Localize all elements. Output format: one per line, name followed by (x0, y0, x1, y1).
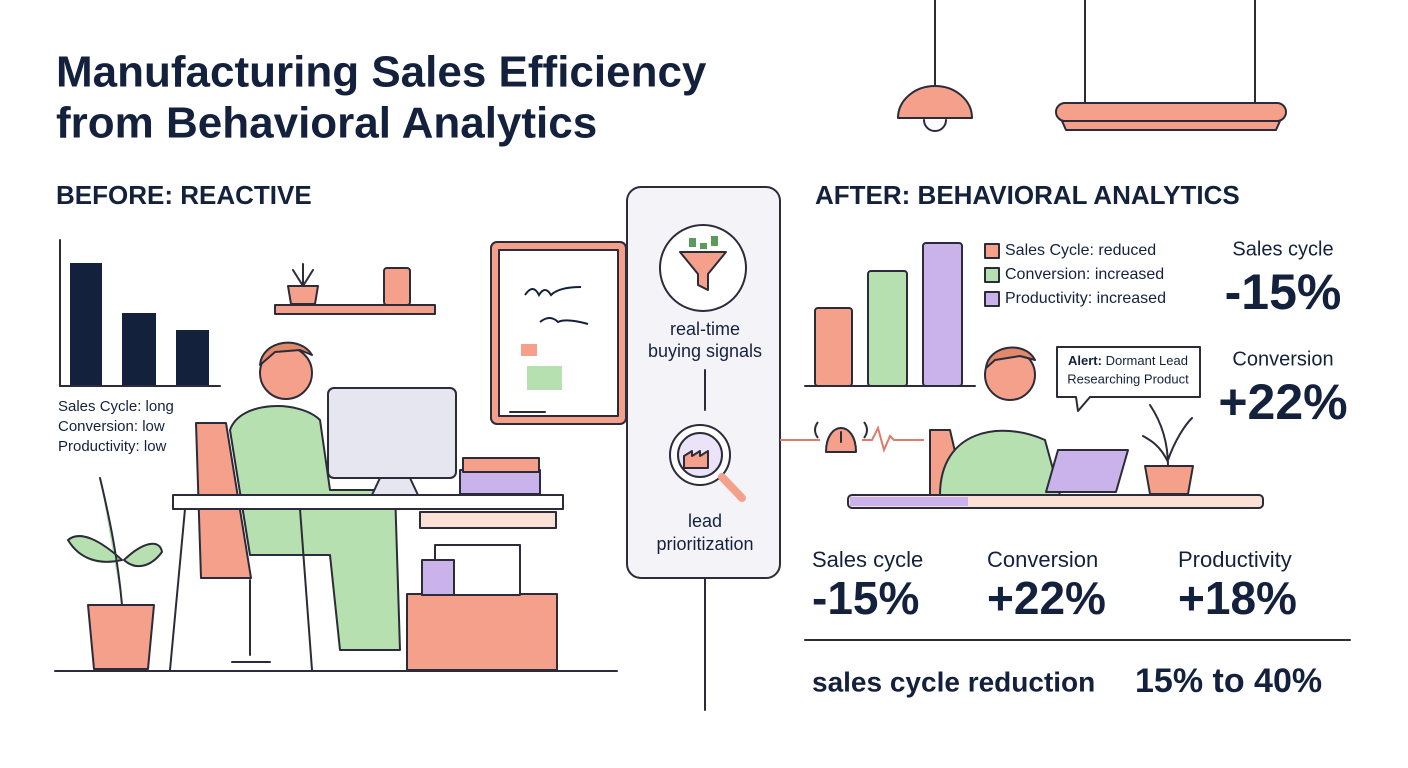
step-label: real-time (670, 319, 740, 339)
before-illustration (54, 241, 627, 672)
legend-label: Sales Cycle: reduced (1005, 242, 1156, 259)
section-heading: AFTER: BEHAVIORAL ANALYTICS (815, 180, 1240, 210)
alert-label: Alert: (1068, 353, 1102, 368)
footer-label: sales cycle reduction (812, 666, 1095, 697)
before-label: Sales Cycle: long (58, 398, 174, 415)
stat-value: -15% (812, 572, 919, 624)
process-panel (626, 186, 781, 711)
alert-line: Dormant Lead (1106, 353, 1188, 368)
stat-label: Conversion (987, 547, 1098, 572)
side-stat-label: Conversion (1232, 348, 1333, 370)
before-label: Conversion: low (58, 418, 165, 435)
alert-text: Alert: Dormant Lead (1068, 353, 1188, 368)
stat-label: Sales cycle (812, 547, 923, 572)
before-bars (59, 239, 221, 387)
stat-value: +22% (987, 572, 1106, 624)
alert-line: Researching Product (1067, 371, 1189, 386)
title: from Behavioral Analytics (56, 99, 597, 148)
section-heading: BEFORE: REACTIVE (56, 180, 312, 210)
lamps (897, 0, 1287, 132)
before-label: Productivity: low (58, 438, 167, 455)
after-bars (804, 242, 1000, 387)
title: Manufacturing Sales Efficiency (56, 48, 707, 97)
step-label: lead (688, 511, 722, 531)
legend-label: Conversion: increased (1005, 266, 1164, 283)
legend-label: Productivity: increased (1005, 290, 1166, 307)
step-label: prioritization (656, 534, 753, 554)
step-label: buying signals (648, 341, 762, 361)
after-illustration (780, 346, 1264, 509)
footer-value: 15% to 40% (1135, 662, 1322, 700)
stat-label: Productivity (1178, 547, 1292, 572)
side-stat-value: +22% (1218, 374, 1347, 430)
side-stat-label: Sales cycle (1232, 238, 1333, 260)
side-stat-value: -15% (1225, 264, 1342, 320)
stat-value: +18% (1178, 572, 1297, 624)
